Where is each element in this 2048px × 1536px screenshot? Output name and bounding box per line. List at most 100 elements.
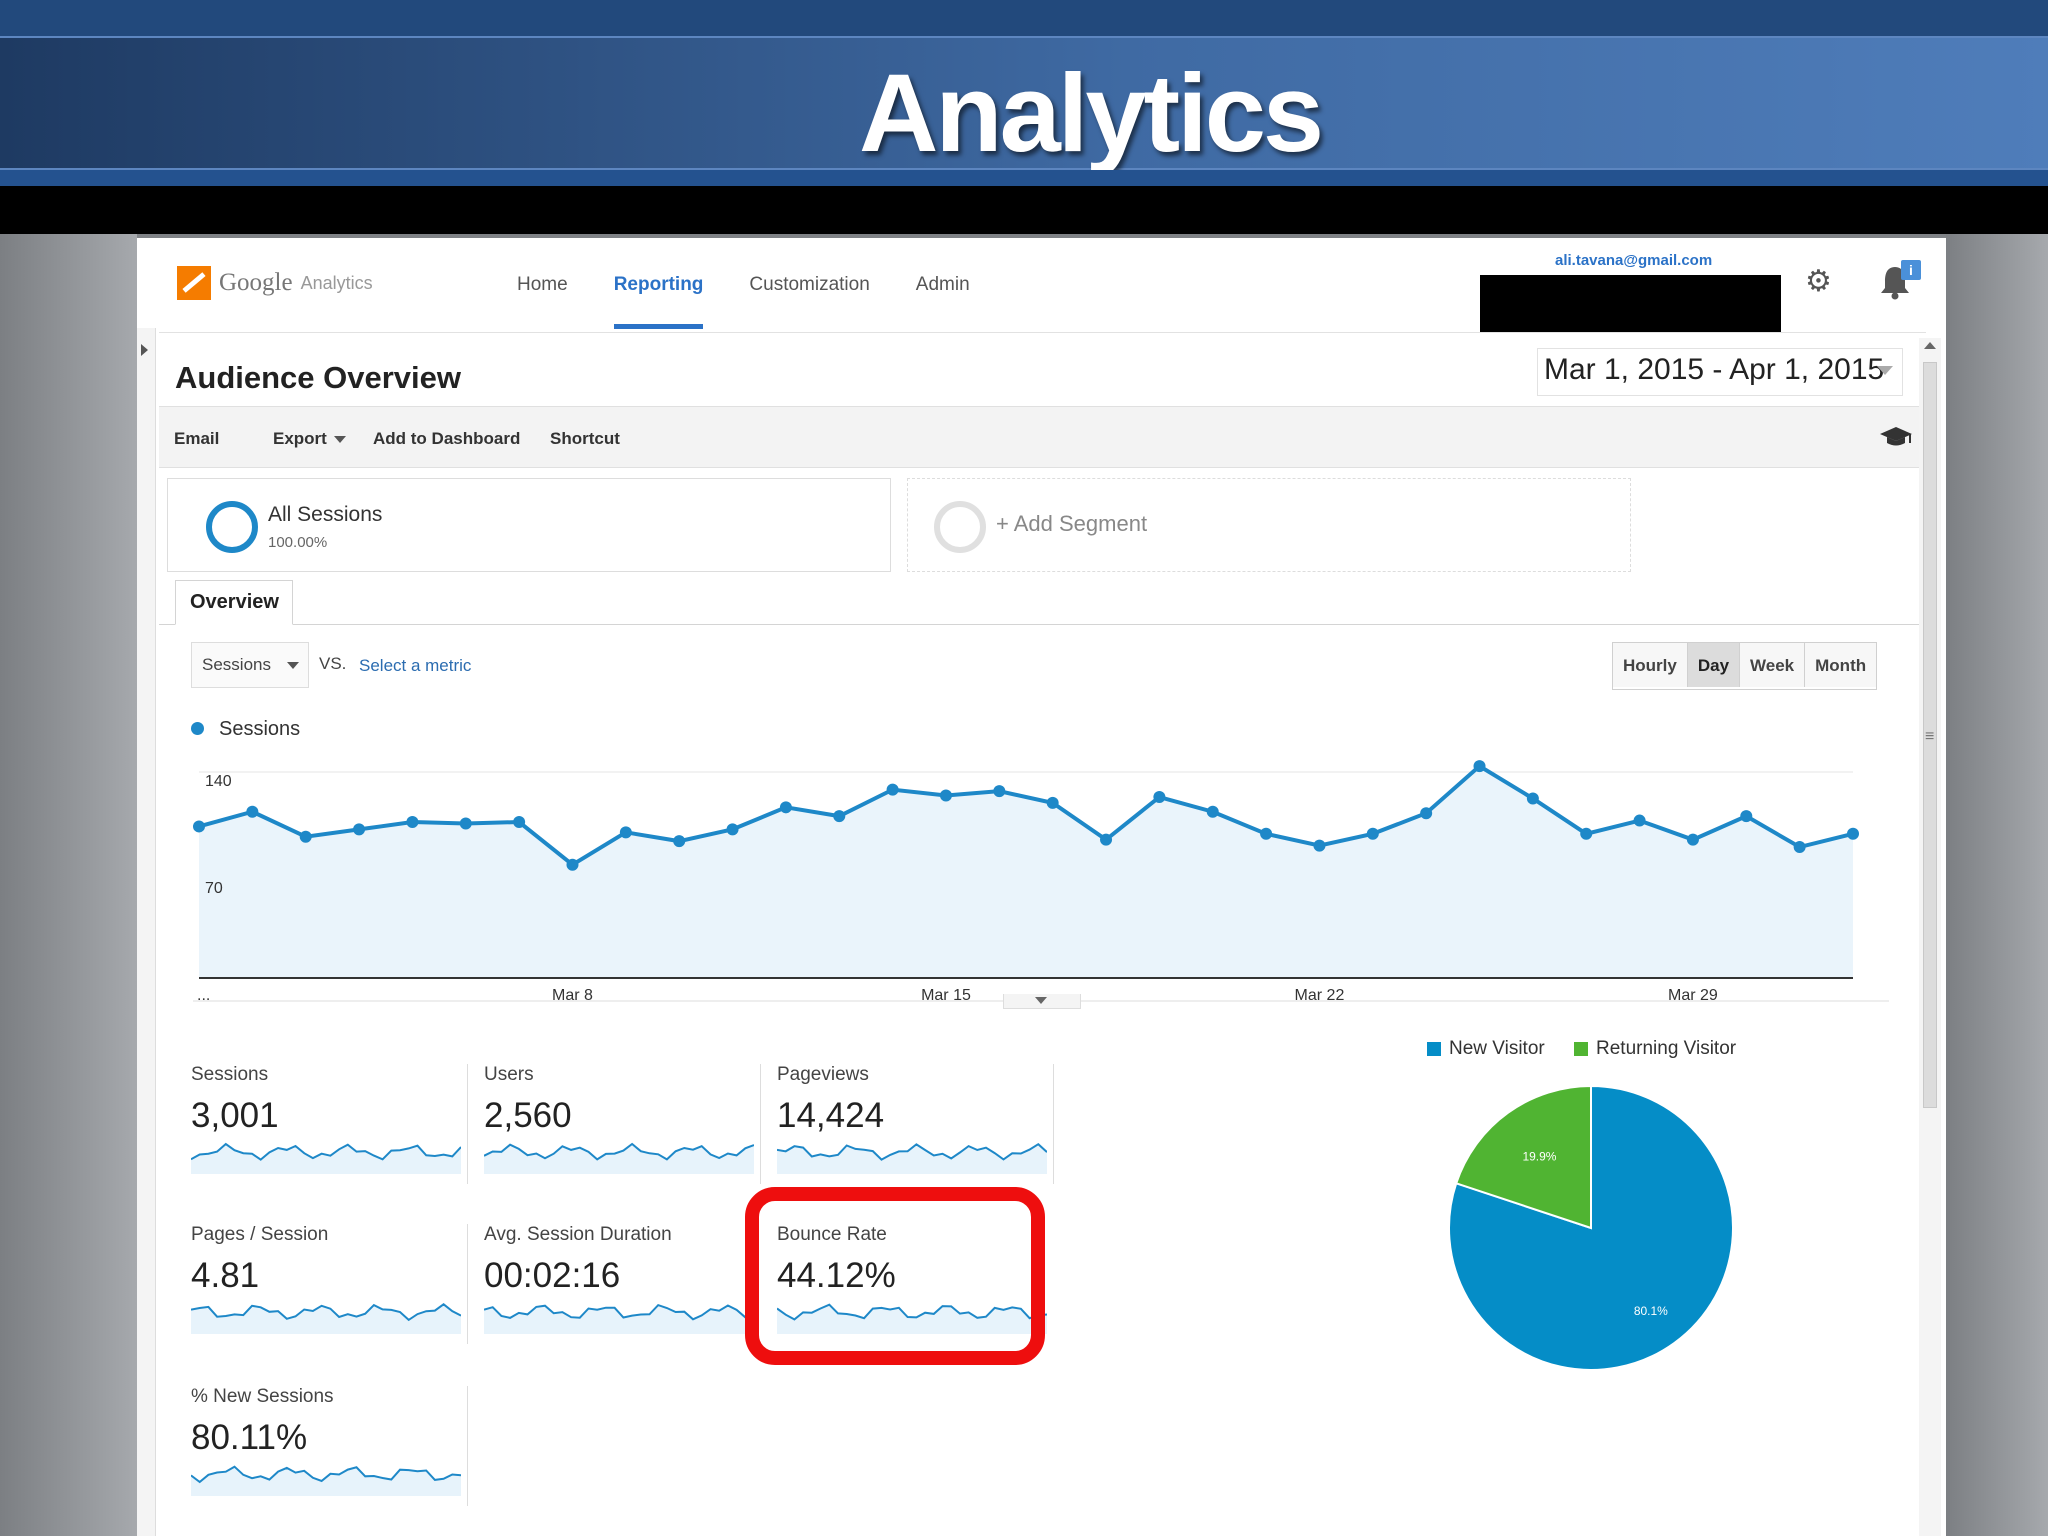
sparkline-fill [191,1466,461,1496]
sessions-data-point[interactable] [1740,810,1753,823]
segment-ring-icon [206,501,258,553]
sessions-data-point[interactable] [886,783,899,796]
main-nav: Home Reporting Customization Admin [517,274,1016,329]
scrollbar-thumb[interactable] [1923,362,1937,1108]
sessions-data-point[interactable] [1847,827,1859,840]
sparkline-fill [777,1144,1047,1174]
sessions-data-point[interactable] [513,816,526,829]
notification-badge[interactable]: i [1901,260,1921,280]
sessions-data-point[interactable] [726,823,739,836]
nav-customization[interactable]: Customization [749,274,870,295]
shortcut-button[interactable]: Shortcut [550,429,620,448]
sessions-data-point[interactable] [1313,839,1326,852]
date-caret-icon[interactable] [1877,366,1893,375]
sessions-data-point[interactable] [1526,792,1539,805]
nav-home[interactable]: Home [517,274,568,295]
sessions-data-point[interactable] [1206,805,1219,818]
sessions-data-point[interactable] [1100,833,1113,846]
vs-label: VS. [319,654,347,673]
metric-card-users[interactable]: Users 2,560 [484,1064,766,1184]
pie-slice-returning-visitor[interactable] [1454,1084,1592,1230]
metric-card-sessions[interactable]: Sessions 3,001 [191,1064,473,1184]
sessions-data-point[interactable] [1366,827,1379,840]
scroll-grip-icon[interactable]: ≡ [1925,728,1935,745]
logo-subtext: Analytics [300,272,373,293]
add-segment-box[interactable]: + Add Segment [907,478,1631,572]
segment-all-sessions[interactable]: All Sessions 100.00% [167,478,891,572]
sessions-data-point[interactable] [1686,833,1699,846]
period-week-button[interactable]: Week [1740,643,1806,687]
sessions-data-point[interactable] [459,817,472,830]
x-tick-label: Mar 8 [552,987,593,1004]
sessions-data-point[interactable] [1153,791,1166,804]
sparkline-line [484,1303,754,1321]
sessions-data-point[interactable] [406,816,419,829]
period-toggle: Hourly Day Week Month [1612,642,1878,690]
sessions-data-point[interactable] [1473,760,1486,773]
account-email[interactable]: ali.tavana@gmail.com [1555,252,1713,269]
sessions-data-point[interactable] [779,801,792,814]
add-to-dashboard-button[interactable]: Add to Dashboard [373,429,521,448]
metric-card-new-sessions[interactable]: % New Sessions 80.11% [191,1386,473,1506]
period-hourly-button[interactable]: Hourly [1613,643,1688,687]
visitor-pie-chart[interactable]: 80.1% 19.9% [1441,1078,1741,1378]
period-month-button[interactable]: Month [1805,643,1877,687]
metric-card-pages-per-session[interactable]: Pages / Session 4.81 [191,1224,473,1344]
period-day-button[interactable]: Day [1687,643,1741,687]
expand-arrow-icon[interactable] [141,344,148,356]
scroll-up-arrow-icon[interactable] [1924,342,1936,349]
sparkline-line [777,1142,1047,1161]
sessions-line-chart[interactable]: 140 70... Mar 8 Mar 15 Mar 22 Mar 29 [193,748,1945,1048]
chevron-down-icon[interactable] [287,662,299,669]
metric-value: 44.12% [777,1256,896,1295]
sessions-data-point[interactable] [1793,841,1806,854]
sessions-data-point[interactable] [1420,807,1433,820]
sessions-data-point[interactable] [299,830,312,843]
sessions-data-point[interactable] [939,789,952,802]
gear-icon[interactable]: ⚙ [1805,265,1832,298]
right-margin [1946,234,2048,1536]
slide-title: Analytics [858,52,1324,175]
select-metric-link[interactable]: Select a metric [359,656,472,675]
sessions-data-point[interactable] [246,805,259,818]
sessions-data-point[interactable] [1580,827,1593,840]
chart-expand-handle[interactable] [1003,994,1081,1009]
add-segment-label[interactable]: + Add Segment [996,511,1148,536]
metric-label: Pages / Session [191,1224,329,1245]
sessions-data-point[interactable] [993,785,1006,798]
x-tick-label: ... [197,987,210,1004]
metric-label: Pageviews [777,1064,869,1085]
chart-legend-sessions: Sessions [219,718,301,740]
bounce-rate-sparkline [777,1303,1047,1334]
metric-card-pageviews[interactable]: Pageviews 14,424 [777,1064,1059,1184]
sessions-data-point[interactable] [1633,814,1646,827]
segment-name: All Sessions [268,503,383,526]
sessions-data-point[interactable] [673,835,686,848]
sessions-data-point[interactable] [1046,796,1059,809]
sessions-data-point[interactable] [353,823,366,836]
metric-card-avg-session-duration[interactable]: Avg. Session Duration 00:02:16 [484,1224,766,1344]
date-range-picker[interactable]: Mar 1, 2015 - Apr 1, 2015 [1537,348,1903,396]
tab-overview[interactable]: Overview [175,580,293,625]
users-sparkline [484,1142,754,1174]
sessions-data-point[interactable] [193,820,205,833]
email-button[interactable]: Email [174,429,220,448]
google-analytics-logo[interactable]: Google Analytics [177,266,373,300]
x-tick-label: Mar 22 [1295,987,1345,1004]
metric-card-bounce-rate[interactable]: Bounce Rate 44.12% [777,1224,1059,1344]
sparkline-line [191,1465,461,1484]
nav-reporting[interactable]: Reporting [613,274,704,329]
x-tick-label: Mar 29 [1668,987,1718,1004]
nav-admin[interactable]: Admin [915,274,970,295]
sessions-data-point[interactable] [1260,827,1273,840]
sessions-data-point[interactable] [619,826,632,839]
export-label: Export [273,429,327,448]
sessions-data-point[interactable] [566,858,579,871]
legend-label: New Visitor [1449,1038,1545,1059]
graduation-cap-icon[interactable] [1879,425,1913,449]
sessions-data-point[interactable] [833,810,846,823]
bounce-rate-highlight [745,1187,1045,1365]
metric-select[interactable]: Sessions [191,642,309,688]
sidebar-collapse-handle[interactable] [137,328,156,1536]
export-button[interactable]: Export [273,429,346,449]
